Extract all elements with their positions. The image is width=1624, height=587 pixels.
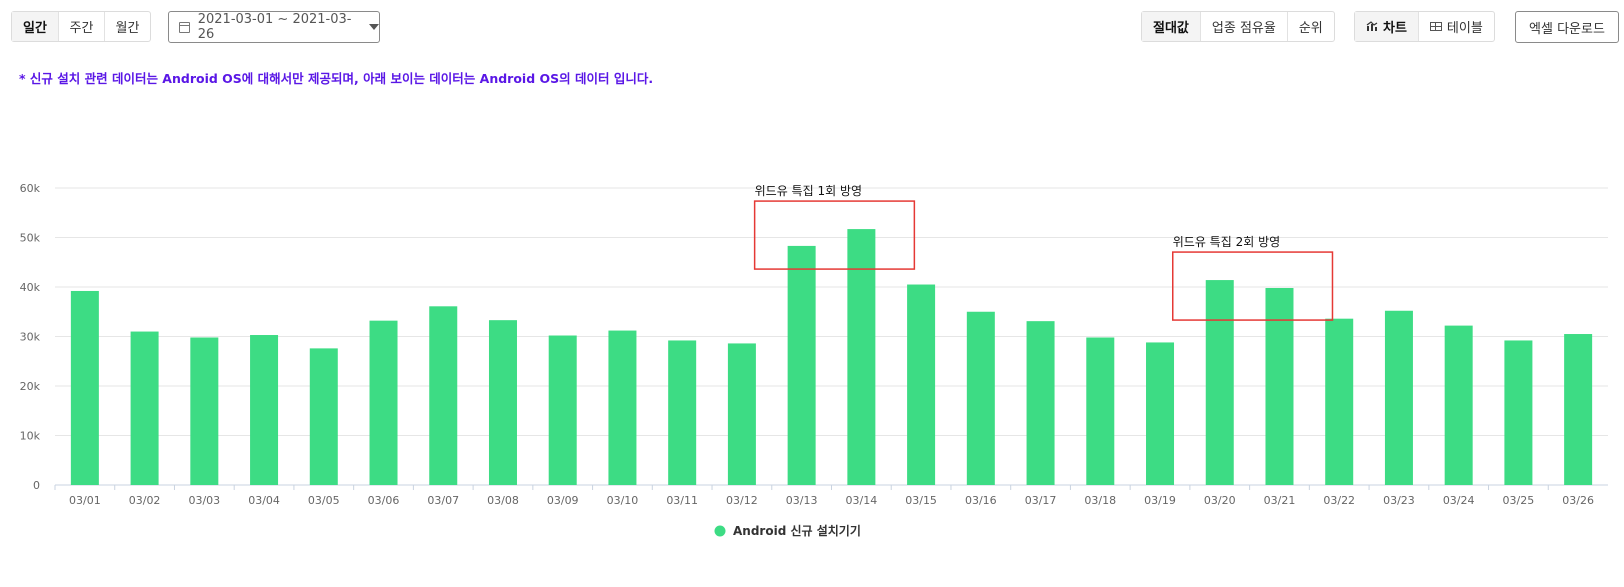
- bar: [1504, 340, 1533, 485]
- y-tick-label: 0: [33, 479, 40, 492]
- x-tick-label: 03/12: [726, 494, 758, 507]
- x-tick-label: 03/02: [129, 494, 161, 507]
- tab-absolute[interactable]: 절대값: [1142, 12, 1200, 41]
- view-table-label: 테이블: [1446, 21, 1483, 36]
- bar: [1265, 287, 1294, 485]
- x-tick-label: 03/11: [666, 494, 698, 507]
- x-tick-label: 03/13: [786, 494, 818, 507]
- period-tabs: 일간 주간 월간: [11, 11, 151, 42]
- calendar-icon: [179, 21, 190, 33]
- bar: [966, 311, 995, 485]
- bar-chart-icon: [1366, 21, 1378, 31]
- date-range-value: 2021-03-01 ~ 2021-03-26: [197, 12, 352, 42]
- annotation-box: [753, 200, 916, 270]
- bar: [190, 337, 219, 485]
- view-chart-button[interactable]: 차트: [1355, 12, 1418, 41]
- bar: [429, 306, 458, 485]
- bar: [70, 290, 99, 485]
- install-bar-chart: 0 10k 20k 30k 40k 50k 60k 03/01 03/02 03/03 03/04 0…: [20, 182, 1608, 538]
- tab-weekly[interactable]: 주간: [58, 12, 104, 41]
- tab-daily[interactable]: 일간: [12, 12, 58, 41]
- view-toggle: 차트 테이블: [1354, 11, 1495, 42]
- annotation-box: [1172, 251, 1334, 321]
- bar: [727, 343, 756, 485]
- bar: [847, 229, 876, 485]
- bar: [1325, 318, 1354, 485]
- value-type-tabs: 절대값 업종 점유율 순위: [1141, 11, 1335, 42]
- bar: [250, 335, 279, 485]
- table-icon: [1429, 22, 1442, 31]
- x-tick-label: 03/09: [547, 494, 579, 507]
- tab-rank[interactable]: 순위: [1286, 12, 1334, 41]
- bar: [1146, 342, 1175, 485]
- bar: [1205, 280, 1234, 485]
- annotation-label: 위드유 특집 1회 방영: [755, 184, 862, 198]
- x-tick-label: 03/04: [248, 494, 280, 507]
- x-tick-label: 03/22: [1323, 494, 1355, 507]
- y-tick-label: 50k: [20, 232, 41, 245]
- y-tick-label: 60k: [20, 182, 41, 195]
- x-tick-label: 03/17: [1025, 494, 1057, 507]
- x-tick-label: 03/03: [188, 494, 220, 507]
- x-tick-label: 03/20: [1204, 494, 1236, 507]
- y-tick-label: 20k: [20, 380, 41, 393]
- bar: [1026, 321, 1055, 485]
- bar: [1384, 310, 1413, 485]
- legend-marker: [714, 525, 726, 537]
- x-tick-label: 03/01: [69, 494, 101, 507]
- y-tick-label: 40k: [20, 281, 41, 294]
- bar: [369, 320, 398, 485]
- x-tick-label: 03/06: [368, 494, 400, 507]
- bar: [1564, 334, 1593, 485]
- android-notice: * 신규 설치 관련 데이터는 Android OS에 대해서만 제공되며, 아…: [19, 71, 654, 86]
- view-table-button[interactable]: 테이블: [1417, 12, 1494, 41]
- x-tick-label: 03/05: [308, 494, 340, 507]
- x-tick-label: 03/16: [965, 494, 997, 507]
- date-range-picker[interactable]: 2021-03-01 ~ 2021-03-26: [168, 11, 380, 43]
- x-tick-label: 03/19: [1144, 494, 1176, 507]
- bar: [907, 284, 936, 485]
- annotation-label: 위드유 특집 2회 방영: [1173, 235, 1280, 249]
- bar: [548, 335, 577, 485]
- x-tick-label: 03/18: [1084, 494, 1116, 507]
- bar: [608, 330, 637, 485]
- y-tick-label: 10k: [20, 430, 41, 443]
- x-tick-label: 03/23: [1383, 494, 1415, 507]
- bar: [1086, 337, 1115, 485]
- x-tick-label: 03/24: [1443, 494, 1475, 507]
- x-tick-label: 03/25: [1503, 494, 1535, 507]
- tab-monthly[interactable]: 월간: [104, 12, 150, 41]
- bar: [668, 340, 697, 485]
- legend-label: Android 신규 설치기기: [733, 523, 861, 538]
- tab-industry-share[interactable]: 업종 점유율: [1199, 12, 1287, 41]
- y-tick-label: 30k: [20, 331, 41, 344]
- x-tick-label: 03/26: [1562, 494, 1594, 507]
- x-tick-label: 03/10: [607, 494, 639, 507]
- bar: [1444, 325, 1473, 485]
- x-tick-label: 03/08: [487, 494, 519, 507]
- view-chart-label: 차트: [1383, 21, 1407, 36]
- x-tick-label: 03/21: [1264, 494, 1296, 507]
- x-tick-label: 03/14: [846, 494, 878, 507]
- x-tick-label: 03/07: [427, 494, 459, 507]
- x-tick-label: 03/15: [905, 494, 937, 507]
- bar: [130, 331, 159, 485]
- excel-download-button[interactable]: 엑셀 다운로드: [1515, 11, 1619, 43]
- bar: [309, 348, 338, 485]
- caret-down-icon: [369, 24, 379, 30]
- bar: [787, 245, 816, 485]
- bar: [488, 320, 517, 485]
